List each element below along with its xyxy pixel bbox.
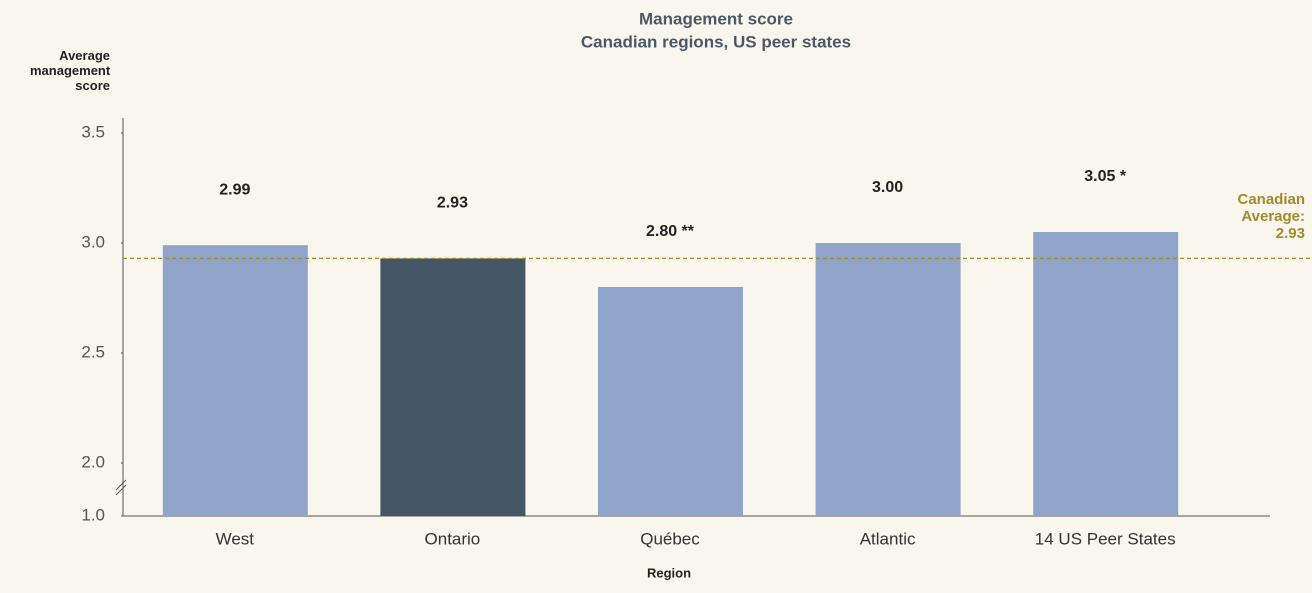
chart-title: Management score: [639, 9, 793, 28]
value-label: 3.05 *: [1084, 168, 1127, 185]
bar: [1033, 232, 1179, 516]
axis-break: [115, 484, 127, 496]
bar: [598, 287, 743, 516]
x-tick-label: 14 US Peer States: [1035, 529, 1176, 548]
chart-subtitle: Canadian regions, US peer states: [581, 32, 851, 51]
y-tick-label: 3.5: [81, 122, 105, 141]
bar: [162, 245, 308, 516]
x-tick-label: Atlantic: [860, 529, 916, 548]
y-axis-title: Average management score: [30, 48, 111, 93]
x-tick-label: Québec: [640, 529, 700, 548]
value-label: 3.00: [872, 179, 903, 196]
value-label: 2.93: [437, 195, 468, 212]
x-axis-title: Region: [647, 565, 691, 580]
y-tick-label: 2.0: [81, 452, 105, 471]
x-tick-label: West: [216, 529, 255, 548]
x-tick-label: Ontario: [425, 529, 481, 548]
bar: [380, 258, 526, 516]
reference-label: Canadian: [1237, 191, 1305, 208]
axis-break: [115, 479, 127, 491]
value-label: 2.80 **: [646, 223, 695, 240]
reference-value: 2.93: [1276, 225, 1305, 242]
bar: [815, 243, 961, 516]
y-tick-label: 2.5: [81, 342, 105, 361]
value-label: 2.99: [219, 181, 250, 198]
reference-label: Average:: [1241, 208, 1305, 225]
y-tick-label: 3.0: [81, 232, 105, 251]
y-tick-label: 1.0: [81, 505, 105, 524]
